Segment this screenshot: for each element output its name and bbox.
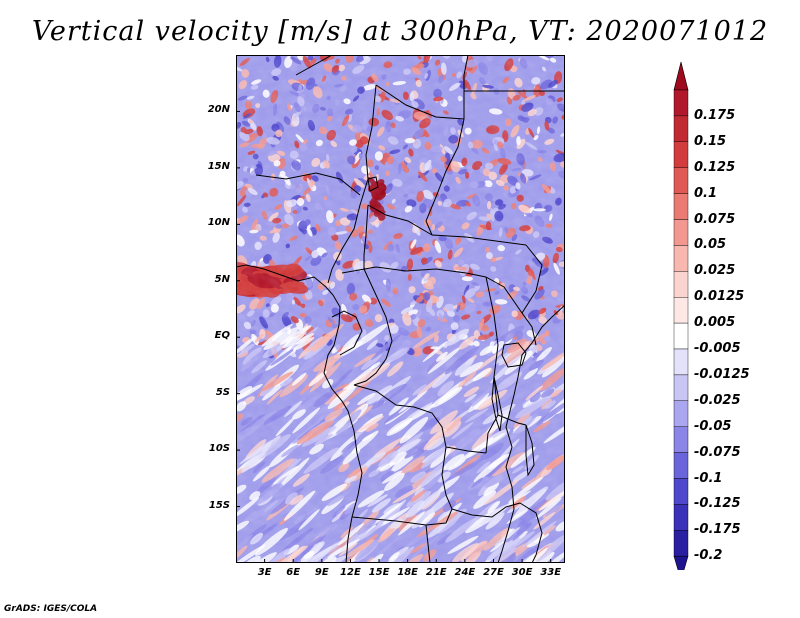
colorbar-swatch	[673, 115, 689, 143]
colorbar-swatch	[673, 141, 689, 168]
map-panel	[236, 55, 565, 563]
colorbar-level-label: 0.0125	[694, 289, 745, 305]
west-africa-coastline	[236, 264, 363, 563]
border-southsudan-drc-uganda	[485, 276, 523, 314]
border-niger-algeria	[295, 55, 333, 76]
lat-tick-label: 15N	[207, 160, 230, 172]
colorbar-swatch	[673, 167, 689, 194]
colorbar-level-label: -0.025	[694, 392, 741, 408]
colorbar-swatch	[673, 89, 689, 117]
colorbar-level-label: -0.005	[694, 341, 741, 356]
lat-tick-label: 20N	[207, 104, 230, 116]
colorbar-swatch	[673, 504, 689, 531]
border-libya-chad	[375, 84, 465, 120]
colorbar-swatch	[673, 374, 689, 401]
colorbar-top-triangle	[673, 61, 689, 91]
colorbar-swatch	[673, 452, 689, 479]
lat-tick-label: 5N	[214, 273, 230, 285]
border-congo-gabon	[331, 310, 363, 356]
colorbar-swatch	[673, 219, 689, 246]
lake-malawi	[525, 424, 535, 477]
border-niger-nigeria	[255, 172, 361, 196]
colorbar-swatch	[673, 478, 689, 505]
border-nigeria-cameroon	[327, 204, 361, 284]
colorbar-level-label: -0.05	[694, 418, 732, 434]
colorbar-level-label: 0.005	[694, 315, 736, 331]
colorbar-swatch	[673, 400, 689, 427]
map-plot	[236, 55, 565, 563]
colorbar-level-label: 0.175	[694, 107, 736, 123]
colorbar-level-label: 0.025	[694, 263, 736, 279]
colorbar	[673, 61, 689, 570]
border-chad-car	[367, 204, 433, 236]
colorbar-level-label: 0.15	[694, 133, 727, 149]
country-borders	[236, 55, 565, 563]
colorbar-swatch	[673, 322, 689, 350]
colorbar-level-label: -0.125	[694, 496, 741, 512]
border-zambia-angola	[441, 446, 453, 510]
border-southsudan-ethiopia	[521, 244, 543, 314]
colorbar-swatch	[673, 271, 689, 298]
border-drc-east	[485, 276, 499, 454]
border-tanzania-south	[497, 414, 527, 426]
border-botswana	[425, 524, 431, 563]
lon-tick-label: 9E	[314, 567, 329, 578]
lat-tick-label: 10S	[208, 443, 230, 455]
lat-tick-label: EQ	[214, 330, 230, 342]
map-frame	[236, 55, 565, 563]
colorbar-swatch	[673, 296, 689, 324]
lon-tick-label: 15E	[368, 567, 390, 578]
lon-tick-label: 3E	[257, 567, 272, 578]
lon-tick-label: 24E	[454, 567, 476, 578]
border-zambia-zimbabwe	[451, 502, 521, 518]
border-drc-angola	[353, 384, 487, 454]
grads-credit: GrADS: IGES/COLA	[4, 604, 98, 614]
colorbar-swatch	[673, 245, 689, 272]
border-uganda-kenya	[521, 312, 537, 346]
colorbar-level-label: 0.05	[694, 237, 727, 253]
lake-tanganyika	[491, 376, 503, 432]
colorbar-level-label: 0.075	[694, 211, 736, 227]
lon-tick-label: 21E	[425, 567, 447, 578]
lat-tick-label: 10N	[207, 217, 230, 229]
colorbar-level-label: -0.075	[694, 444, 741, 460]
colorbar-level-label: -0.0125	[694, 366, 750, 382]
lake-chad	[367, 176, 379, 192]
colorbar-level-label: 0.125	[694, 159, 736, 175]
border-chad-sudan	[425, 118, 465, 236]
colorbar-level-label: -0.175	[694, 522, 741, 538]
colorbar-level-label: 0.1	[694, 185, 718, 201]
colorbar-level-label: -0.2	[694, 548, 723, 564]
border-niger-chad	[359, 84, 377, 206]
border-libya-sudan	[463, 55, 469, 119]
border-sudan-southsudan	[431, 234, 527, 246]
lat-tick-label: 15S	[208, 499, 230, 511]
colorbar-swatch	[673, 426, 689, 453]
colorbar-swatch	[673, 530, 689, 557]
lon-tick-label: 18E	[397, 567, 419, 578]
border-cameroon-car	[363, 204, 369, 269]
lon-tick-label: 33E	[540, 567, 562, 578]
colorbar-swatch	[673, 348, 689, 376]
colorbar-level-label: -0.1	[694, 470, 723, 486]
lat-tick-label: 5S	[215, 386, 230, 398]
lake-victoria	[501, 342, 527, 368]
lon-tick-label: 30E	[511, 567, 533, 578]
border-car-drc	[341, 266, 487, 278]
lon-tick-label: 6E	[286, 567, 301, 578]
colorbar-bottom-triangle	[673, 555, 689, 570]
border-mozambique	[519, 502, 543, 563]
border-congo-drc	[353, 268, 393, 386]
lon-tick-label: 12E	[340, 567, 361, 578]
colorbar-swatch	[673, 193, 689, 220]
page-title: Vertical velocity [m/s] at 300hPa, VT: 2…	[31, 16, 769, 47]
contour-texture	[236, 55, 565, 563]
lon-tick-label: 27E	[483, 567, 504, 578]
